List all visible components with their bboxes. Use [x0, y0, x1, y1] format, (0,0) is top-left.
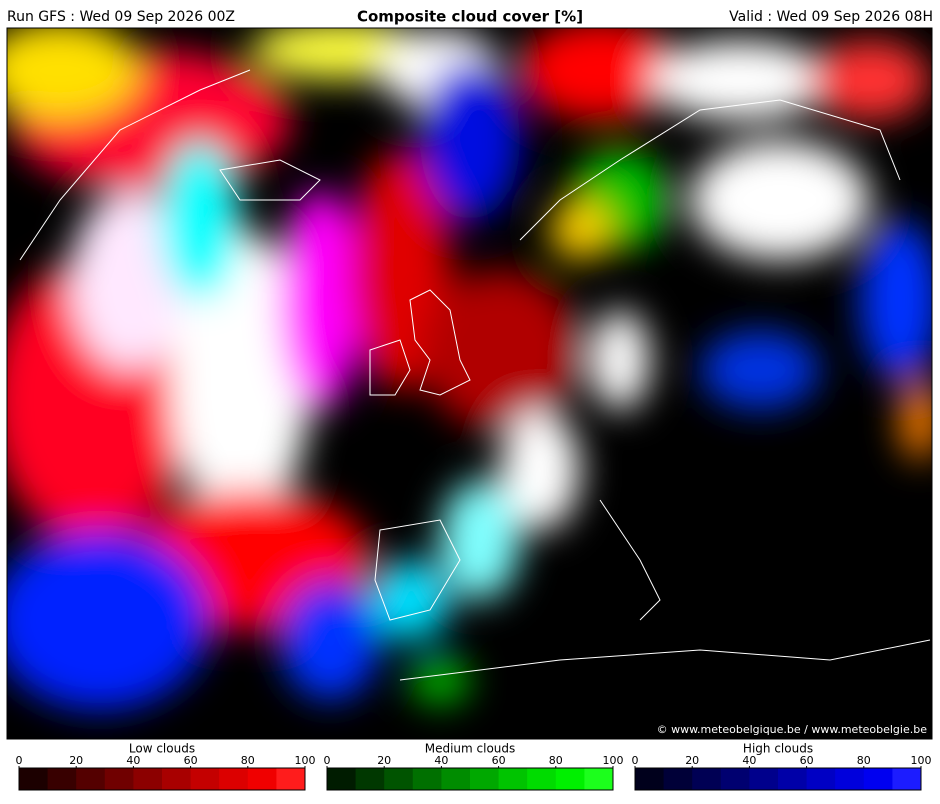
- colorbar-segment: [276, 768, 306, 790]
- colorbar-frame: [326, 767, 614, 791]
- colorbar-segment: [190, 768, 220, 790]
- map-frame: [6, 27, 933, 740]
- colorbar-tick-label: 100: [911, 754, 932, 767]
- colorbar-tick-label: 0: [324, 754, 331, 767]
- colorbar-segment: [863, 768, 893, 790]
- colorbar-segment: [247, 768, 277, 790]
- colorbar-frame: [18, 767, 306, 791]
- colorbar-segment: [778, 768, 808, 790]
- colorbar-title: Low clouds: [129, 742, 195, 756]
- colorbar-title: Medium clouds: [425, 742, 516, 756]
- colorbar-tick-label: 80: [857, 754, 871, 767]
- colorbar-frame: [634, 767, 922, 791]
- colorbar-segment: [892, 768, 922, 790]
- colorbar-segment: [555, 768, 585, 790]
- colorbar-tick-label: 20: [685, 754, 699, 767]
- colorbar-segment: [104, 768, 134, 790]
- colorbar-tick-label: 60: [800, 754, 814, 767]
- colorbar-tick-label: 0: [632, 754, 639, 767]
- credit: © www.meteobelgique.be / www.meteobelgie…: [657, 723, 928, 736]
- colorbar-tick-label: 40: [434, 754, 448, 767]
- map-title: Composite cloud cover [%]: [357, 8, 583, 26]
- colorbar-segment: [498, 768, 528, 790]
- colorbar-segment: [133, 768, 163, 790]
- colorbar-segment: [635, 768, 665, 790]
- colorbar-tick-label: 0: [16, 754, 23, 767]
- colorbar-segment: [412, 768, 442, 790]
- run-label: Run GFS : Wed 09 Sep 2026 00Z: [7, 9, 235, 25]
- colorbar-tick-label: 60: [184, 754, 198, 767]
- valid-label: Valid : Wed 09 Sep 2026 08H: [729, 9, 933, 25]
- cloud-map: [7, 28, 932, 739]
- colorbar-tick-label: 80: [549, 754, 563, 767]
- colorbar-tick-label: 100: [603, 754, 624, 767]
- colorbar-segment: [749, 768, 779, 790]
- colorbar-segment: [355, 768, 385, 790]
- colorbar-segment: [441, 768, 471, 790]
- colorbar-tick-label: 60: [492, 754, 506, 767]
- colorbar-segment: [720, 768, 750, 790]
- colorbar-segment: [663, 768, 693, 790]
- colorbar-tick-label: 20: [69, 754, 83, 767]
- colorbar-segment: [76, 768, 106, 790]
- colorbar-segment: [47, 768, 77, 790]
- colorbar-segment: [527, 768, 557, 790]
- colorbar-tick-label: 40: [742, 754, 756, 767]
- colorbar-segment: [219, 768, 249, 790]
- colorbar-segment: [806, 768, 836, 790]
- colorbar-tick-label: 80: [241, 754, 255, 767]
- colorbar-segment: [584, 768, 614, 790]
- coastlines: [19, 69, 931, 681]
- colorbar-tick-label: 100: [295, 754, 316, 767]
- cloud-fields: [7, 28, 932, 710]
- colorbar-segment: [835, 768, 865, 790]
- colorbar-segment: [19, 768, 49, 790]
- colorbar-segment: [327, 768, 357, 790]
- colorbar-tick-label: 40: [126, 754, 140, 767]
- colorbar-segment: [384, 768, 414, 790]
- colorbar-segment: [162, 768, 192, 790]
- colorbar-segment: [470, 768, 500, 790]
- colorbar-tick-label: 20: [377, 754, 391, 767]
- colorbar-segment: [692, 768, 722, 790]
- colorbar-title: High clouds: [743, 742, 813, 756]
